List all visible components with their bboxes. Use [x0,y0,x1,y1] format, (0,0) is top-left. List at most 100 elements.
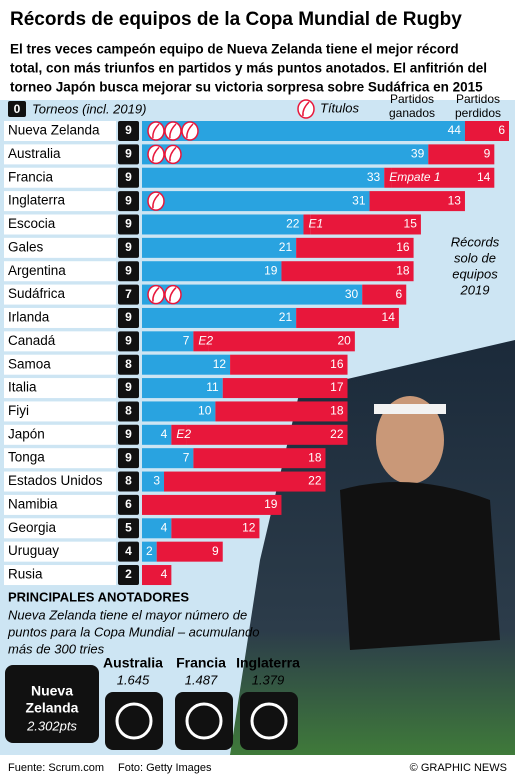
lost-label: 16 [330,357,344,371]
emblem-box [105,692,163,750]
label-strip [4,494,116,515]
won-bar [142,121,465,141]
lost-bar [310,214,421,235]
tournament-box [118,448,139,469]
category-label: Canadá [8,333,56,348]
lost-label: 22 [308,474,322,488]
lost-bar [464,121,509,141]
lost-bar [296,307,399,328]
category-label: Italia [8,380,37,395]
category-label: Gales [8,239,44,254]
photo-headband [374,404,446,414]
label-strip [4,401,116,422]
lost-label: 13 [448,193,462,207]
label-strip [4,237,116,258]
tournament-box [118,354,139,375]
draw-label: E1 [308,217,323,231]
won-label: 12 [213,357,227,371]
tournament-box [118,331,139,352]
lost-bar [156,541,223,562]
won-bar [142,284,363,305]
title-ball [147,144,165,165]
won-bar [142,214,304,235]
scorer-points: 1.379 [252,672,285,687]
category-label: Escocia [8,216,56,231]
won-bar [142,144,429,165]
category-label: Estados Unidos [8,473,103,488]
legend-label: Torneos (incl. 2019) [32,101,146,116]
scorer-points: 1.645 [117,672,150,687]
tournament-box [118,471,139,492]
scorer-points: 1.487 [185,672,218,687]
tournament-count: 9 [125,334,132,348]
won-bar [142,471,165,492]
emblem [250,702,288,740]
scorer-name: Nueva [31,683,73,699]
category-label: Samoa [8,356,51,371]
lost-bar [215,401,348,422]
scorers-text: puntos para la Copa Mundial – acumulando [7,624,260,639]
legend-label: Partidos ganados [389,92,435,120]
won-bar [142,541,157,562]
lost-bar [186,424,348,445]
draw-label: E2 [198,334,213,348]
won-label: 4 [161,520,168,534]
source: Fuente: Scrum.com [8,762,104,774]
tournament-count: 9 [125,193,132,207]
lost-label: 18 [330,404,344,418]
tournament-box [118,494,139,515]
tournament-count: 9 [125,240,132,254]
won-label: 44 [448,123,462,137]
won-label: 31 [352,193,366,207]
lost-label: 20 [338,334,352,348]
draw-bar [171,424,187,445]
lost-bar [391,167,495,188]
legend-box [8,101,26,117]
photo-jersey [340,482,500,650]
lost-label: 17 [330,380,344,394]
lost-label: 15 [404,217,418,231]
emblem [185,702,223,740]
lost-bar [171,518,260,539]
lost-bar [230,354,348,375]
tournament-box [118,307,139,328]
won-label: 11 [206,380,219,394]
lost-bar [142,494,282,515]
lost-label: 14 [382,310,396,324]
lost-bar [428,144,495,165]
tournament-box [118,565,139,586]
note: Récords [451,234,500,249]
draw-bar [193,331,209,352]
label-strip [4,191,116,212]
tournament-count: 9 [125,147,132,161]
won-bar [142,401,216,422]
lost-label: 12 [242,520,256,534]
subtitle: torneo Japón busca mejorar su victoria s… [10,80,483,95]
won-bar [142,261,282,282]
footer-bar [0,757,515,784]
tournament-box [118,284,139,305]
label-strip [4,307,116,328]
tournament-box [118,261,139,282]
won-label: 10 [198,404,212,418]
scorer-box [5,665,99,743]
draw-bar [384,167,392,188]
tournament-count: 8 [125,357,132,371]
title-ball [164,284,182,305]
tournament-count: 9 [125,450,132,464]
tournament-count: 4 [125,544,132,558]
won-label: 39 [411,147,425,161]
tournament-box [118,518,139,539]
tournament-count: 9 [125,427,132,441]
lost-label: 6 [396,287,403,301]
title-ball [181,121,199,141]
scorer-name: Inglaterra [236,655,300,671]
label-strip [4,565,116,586]
won-bar [142,518,172,539]
scorer-name: Zelanda [26,700,79,716]
lost-label: 9 [484,147,491,161]
won-label: 7 [183,450,190,464]
lost-bar [369,191,465,212]
title-ball [147,121,165,141]
